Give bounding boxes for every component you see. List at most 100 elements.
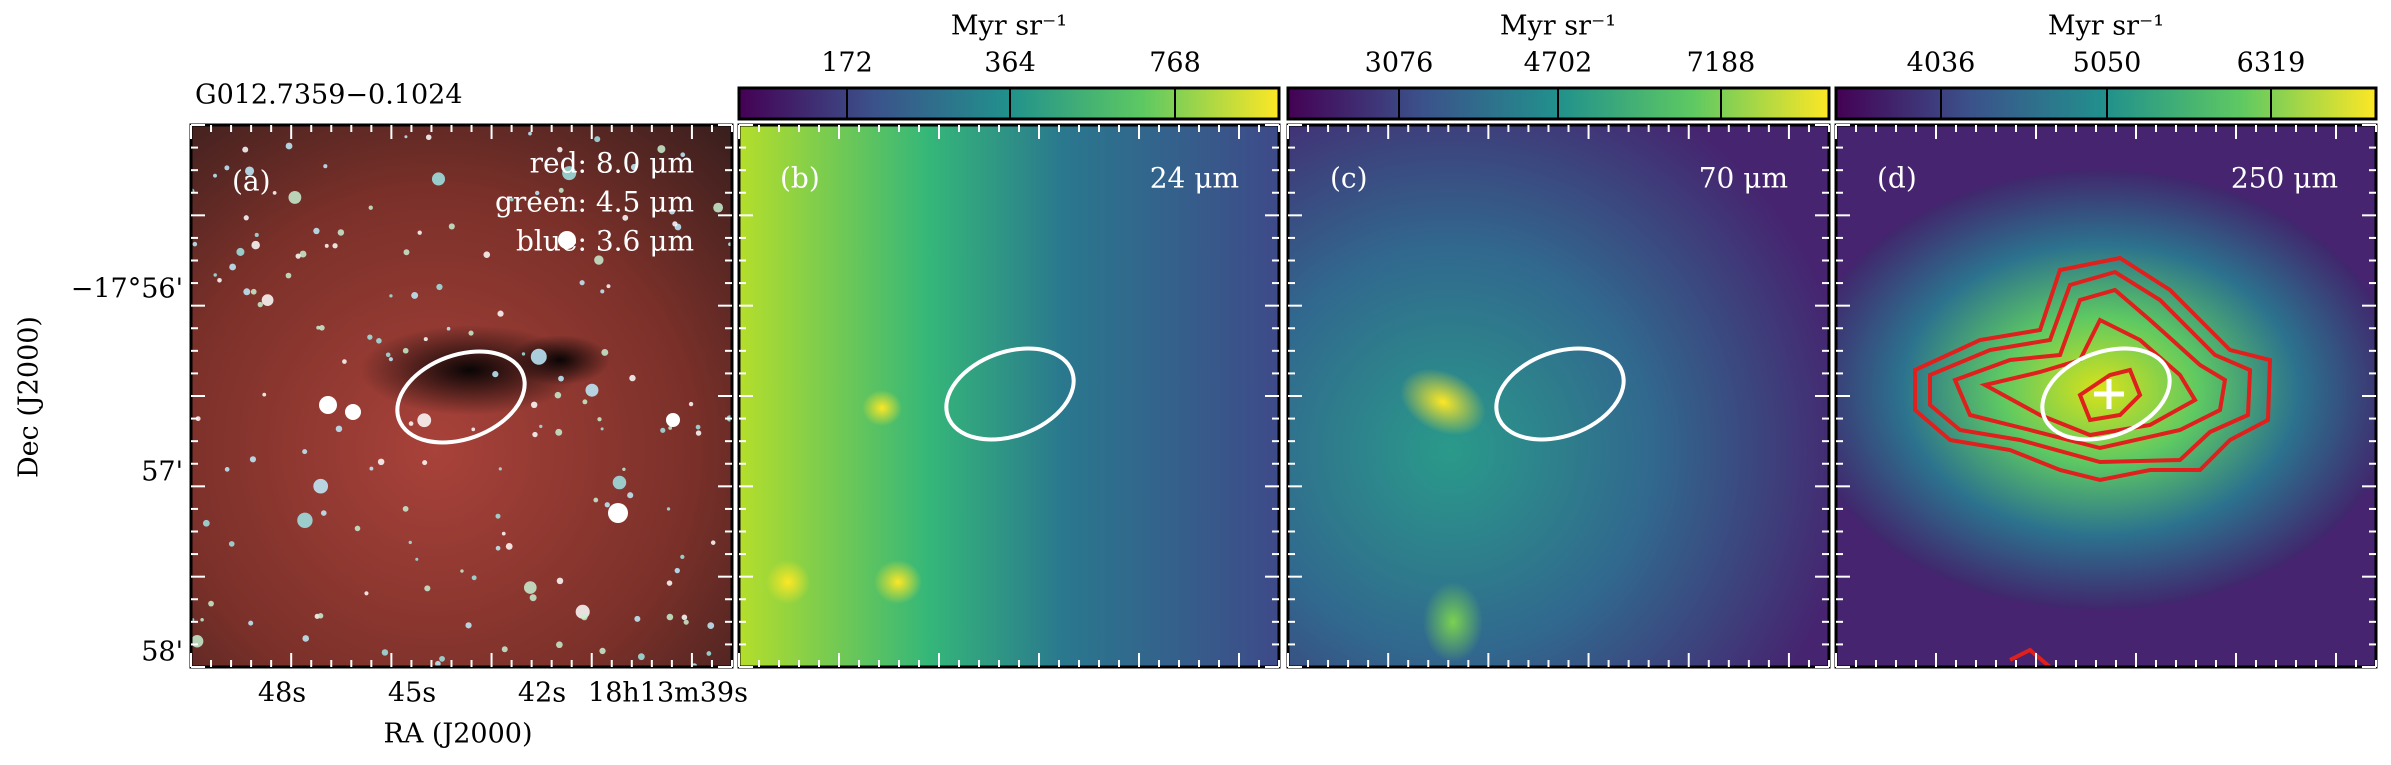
y-tick-label: 57' [141,457,183,488]
star [713,202,724,213]
star [681,614,688,621]
star [408,540,412,545]
star [364,591,369,596]
star [195,416,201,422]
star [200,617,204,622]
star [302,449,308,455]
star [381,649,389,656]
peak-marker [2094,379,2124,409]
band-annotation: blue: 3.6 μm [516,225,694,258]
star [285,142,293,150]
star [501,646,508,653]
colorbar-unit: Myr sr⁻¹ [951,11,1067,42]
star [376,338,382,344]
star [257,301,263,308]
star [492,371,499,378]
star [299,250,307,258]
star [389,294,393,298]
star [683,619,689,625]
star [521,352,526,356]
colorbar-tick: 6319 [2237,48,2306,79]
band-annotation: green: 4.5 μm [495,186,694,219]
star [224,165,230,171]
blob [874,560,922,604]
star [213,273,217,277]
star [600,289,605,294]
star [604,502,610,508]
star [585,383,599,397]
panel-label: (c) [1330,162,1368,195]
star [634,615,641,622]
star [509,197,514,202]
star [629,374,636,382]
star [471,427,476,432]
x-tick-label: 45s [388,678,436,709]
star [285,272,292,279]
star [600,427,604,431]
star [439,655,445,662]
star [582,399,588,405]
star [249,456,257,463]
star [423,337,428,342]
star [335,425,343,433]
star [319,396,337,414]
star [666,413,680,427]
source-name: G012.7359−0.1024 [195,80,463,111]
star [302,635,310,642]
band-annotation: red: 8.0 μm [530,147,694,180]
star [208,600,214,607]
star [562,166,577,181]
star [556,577,564,585]
star [680,554,685,559]
star [320,510,327,516]
star [579,280,585,286]
star [354,525,361,532]
star [706,651,712,656]
star [297,512,313,529]
star [191,635,204,648]
star [192,241,198,247]
colorbar-tick: 5050 [2073,48,2142,79]
star [368,205,373,210]
star [342,359,347,364]
star [674,567,680,574]
panel-b-image [739,125,1279,667]
colorbar-tick: 768 [1149,48,1201,79]
star [668,426,673,430]
band-label: 24 μm [1150,162,1239,195]
colorbar-tick: 4702 [1524,48,1593,79]
star [581,613,588,621]
star [424,585,431,592]
star [529,594,537,602]
star [345,404,361,420]
star [431,172,446,186]
star [672,221,678,227]
star [254,232,259,238]
star [262,392,267,397]
star [593,497,599,503]
star [666,507,671,511]
star [224,466,230,472]
star [666,580,673,586]
star [555,428,563,436]
blob [1400,368,1486,436]
aperture-ellipse [2040,346,2172,442]
star [695,430,702,436]
aperture-ellipse [1494,346,1626,442]
star [612,475,627,490]
star [532,431,538,438]
star [594,255,604,265]
star [385,352,391,358]
star [530,348,547,365]
star [448,223,455,230]
star [229,263,237,271]
star [558,231,576,249]
star [707,622,715,629]
y-axis-label: Dec (J2000) [14,316,45,478]
star [556,641,563,649]
colorbar-tick: 7188 [1687,48,1756,79]
star [535,190,540,196]
star [415,557,419,561]
star [666,613,674,621]
